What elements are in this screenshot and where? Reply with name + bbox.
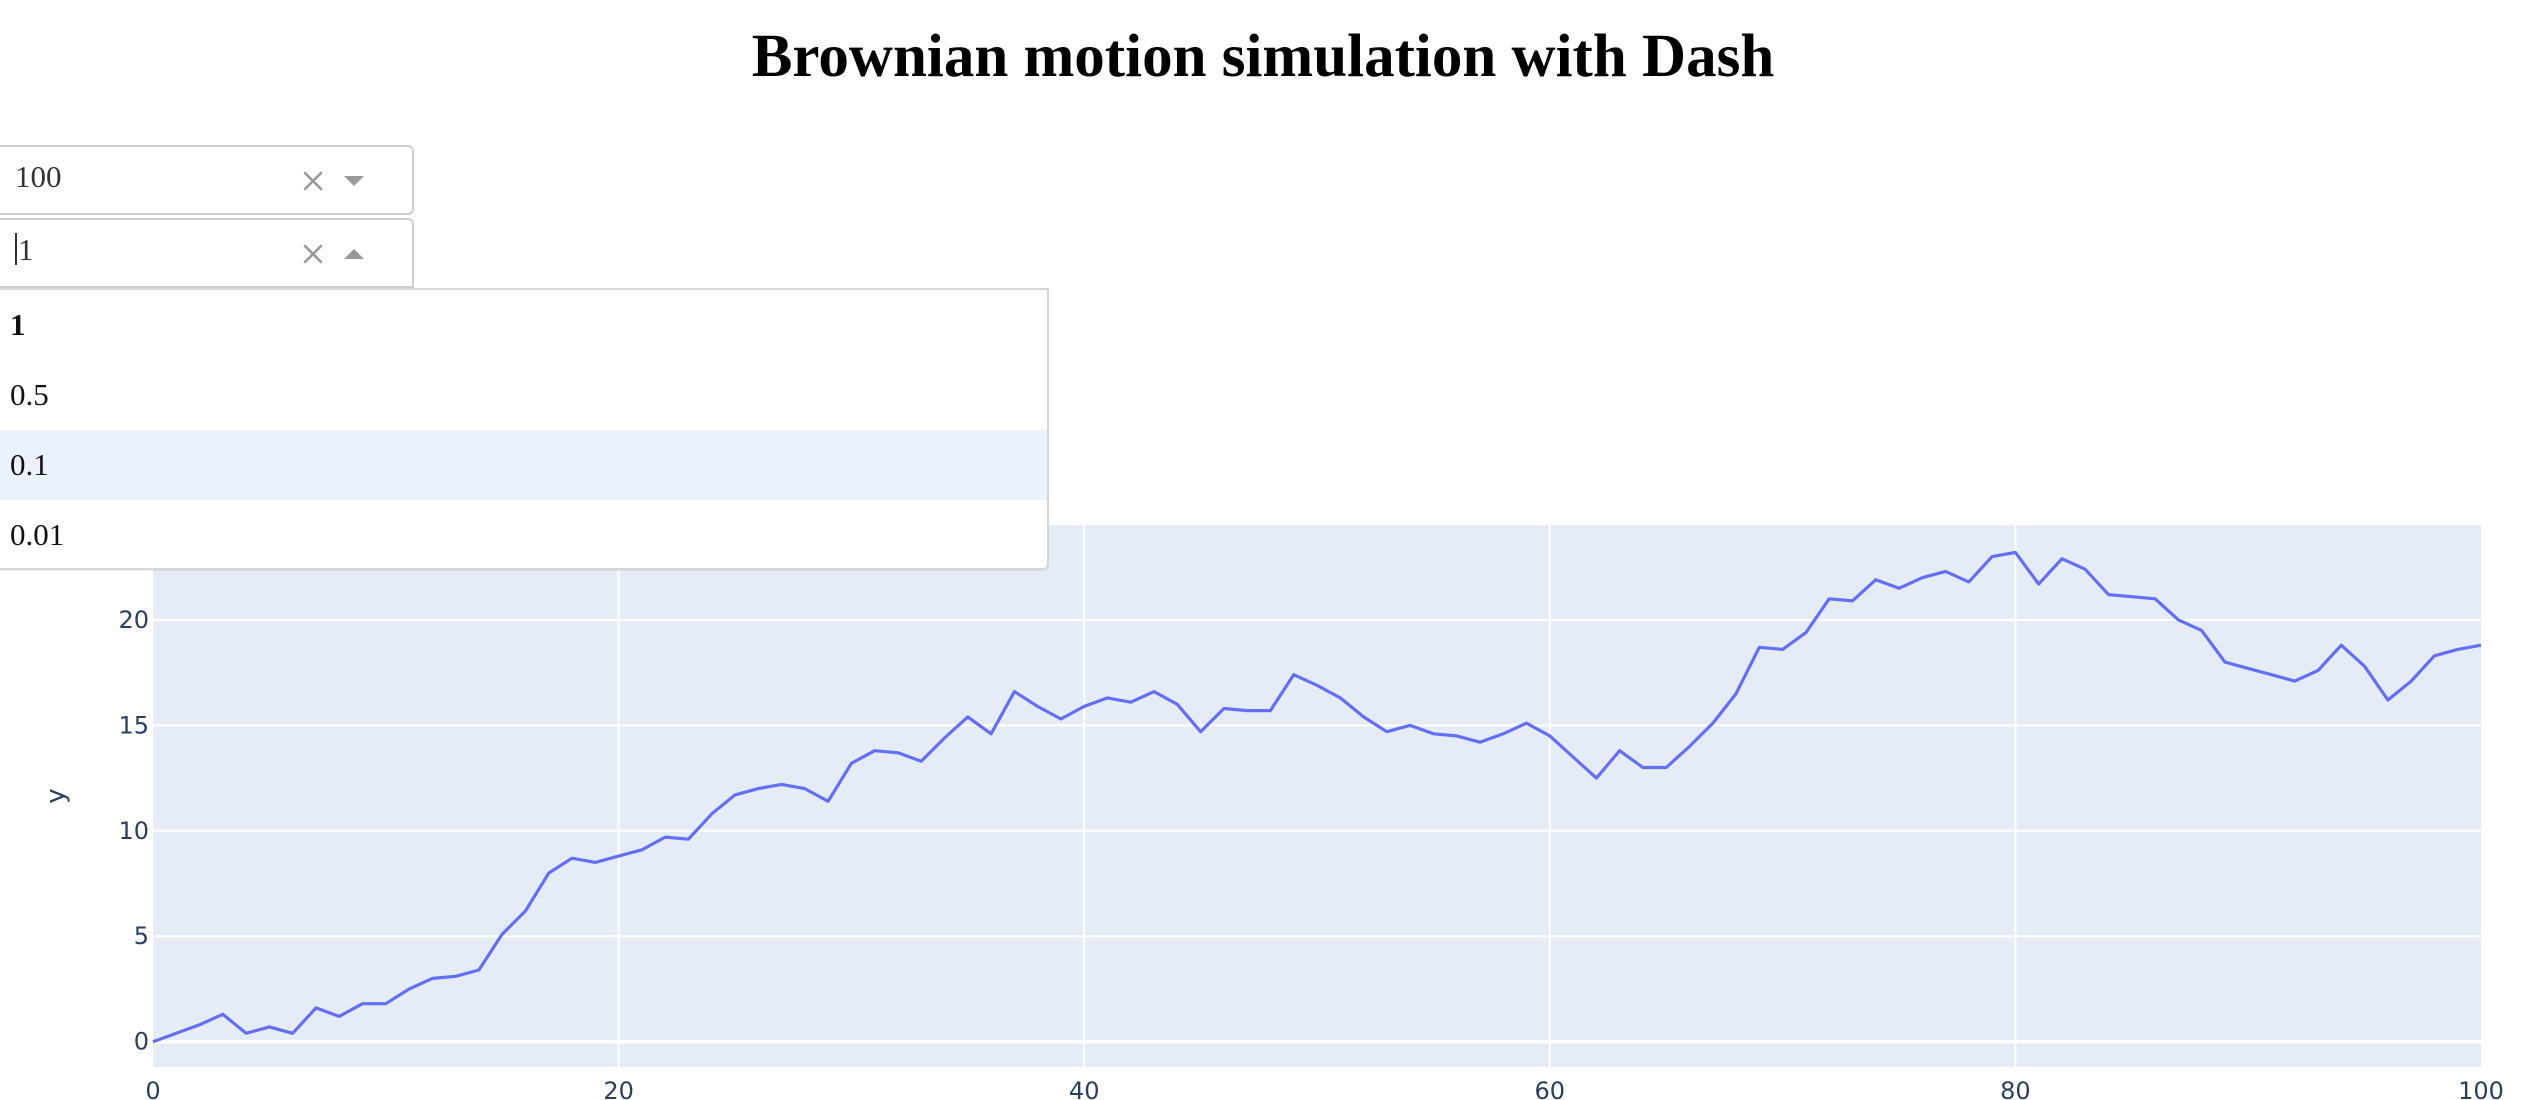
y-tick-label: 5 — [134, 922, 149, 950]
dropdown-option[interactable]: 0.5 — [10, 377, 49, 412]
dropdown-option[interactable]: 0.01 — [10, 517, 65, 552]
x-tick-label: 20 — [603, 1077, 634, 1100]
y-tick-label: 0 — [134, 1028, 149, 1056]
tick-labels: 0 20 40 60 80 100 0 5 10 15 20 — [118, 606, 2503, 1100]
text-cursor — [15, 233, 17, 265]
x-tick-label: 40 — [1069, 1077, 1100, 1100]
x-tick-label: 0 — [145, 1077, 160, 1100]
page-title: Brownian motion simulation with Dash — [751, 23, 1775, 90]
steps-dropdown[interactable]: 100 — [0, 145, 414, 215]
close-icon[interactable] — [295, 236, 331, 272]
delta-dropdown-value[interactable]: 1 — [18, 232, 34, 267]
x-tick-label: 60 — [1535, 1077, 1566, 1100]
plot-area[interactable] — [153, 525, 2481, 1067]
series-line — [152, 550, 2482, 1044]
y-tick-label: 15 — [118, 711, 149, 739]
caret-up-icon[interactable] — [336, 236, 372, 272]
y-axis-label: y — [41, 788, 71, 803]
delta-dropdown[interactable]: 1 — [0, 218, 414, 288]
x-tick-label: 80 — [2000, 1077, 2031, 1100]
x-tick-label: 100 — [2458, 1077, 2504, 1100]
y-tick-label: 20 — [118, 606, 149, 634]
steps-dropdown-value: 100 — [15, 159, 62, 194]
dropdown-option[interactable]: 1 — [10, 307, 26, 342]
dropdown-option[interactable]: 0.1 — [0, 430, 1047, 500]
grid-lines — [153, 525, 2481, 1067]
y-tick-label: 10 — [118, 817, 149, 845]
delta-dropdown-menu: 1 0.5 0.1 0.01 — [0, 288, 1049, 570]
close-icon[interactable] — [295, 163, 331, 199]
caret-down-icon[interactable] — [336, 163, 372, 199]
